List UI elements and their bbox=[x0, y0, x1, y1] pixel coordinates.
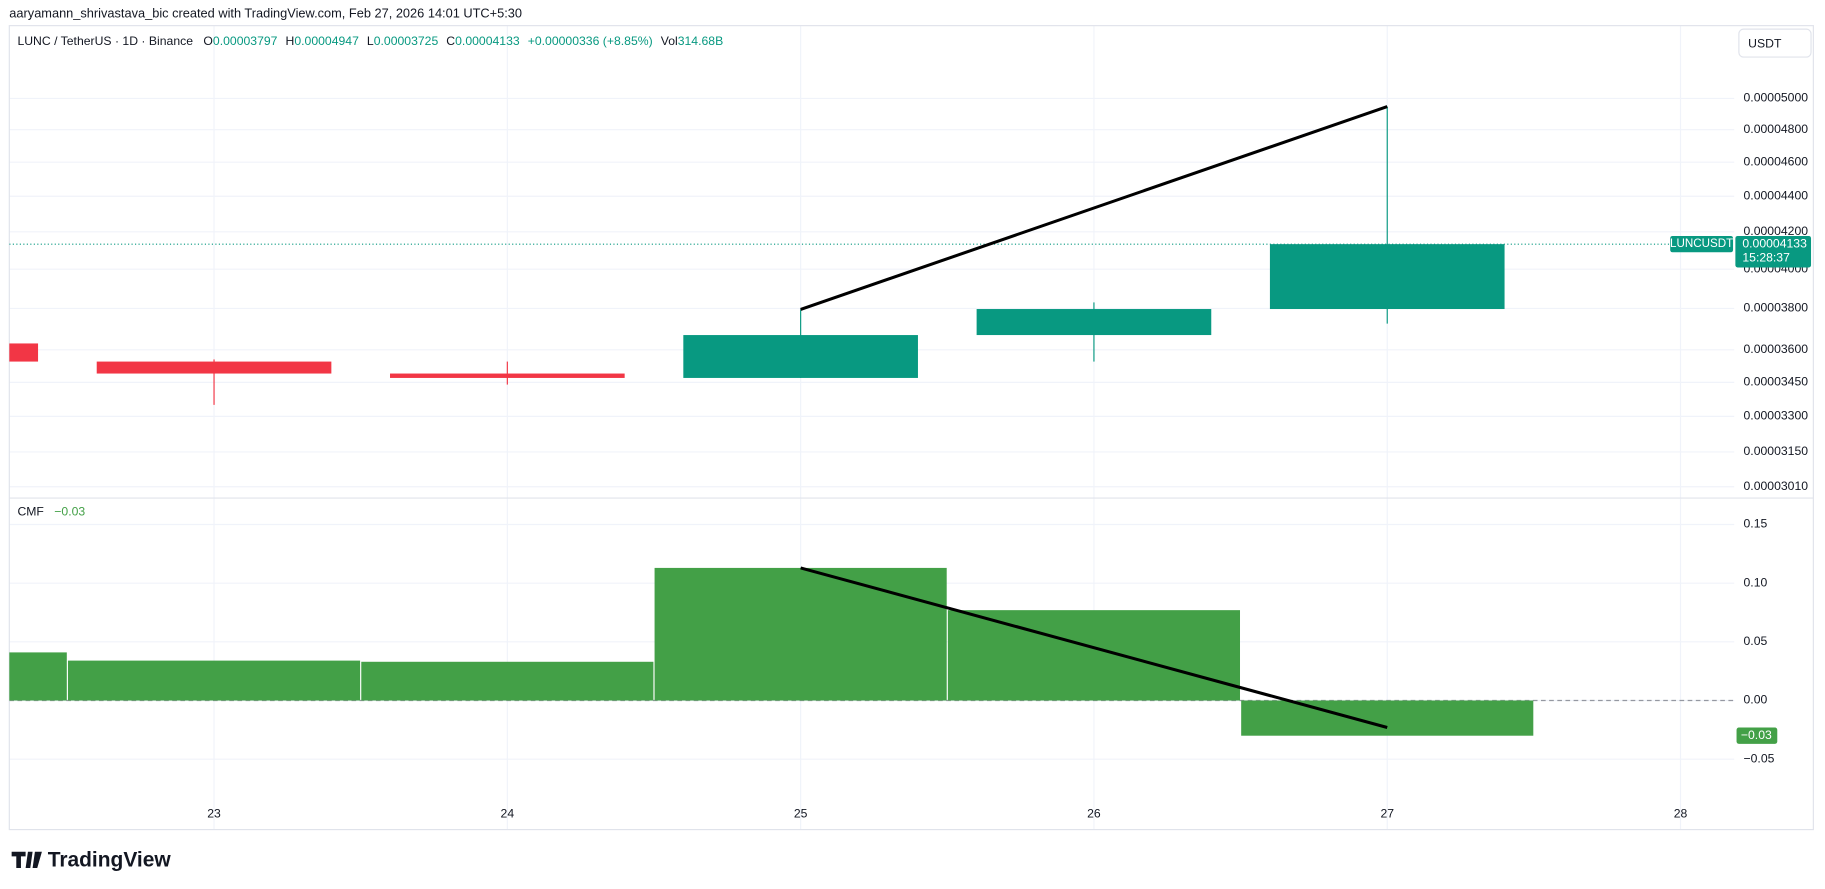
value-tag bbox=[1736, 727, 1778, 744]
bar bbox=[361, 661, 654, 701]
y-tick-label: 0.00003450 bbox=[1744, 375, 1809, 389]
bar bbox=[654, 567, 947, 701]
y-tick-label: 0.15 bbox=[1744, 517, 1768, 531]
change: +0.00000336 (+8.85%) bbox=[528, 34, 653, 48]
symbol-tag-text: LUNCUSDT bbox=[1670, 237, 1733, 250]
legend-value: 0.00003725 bbox=[374, 34, 439, 48]
frame bbox=[8, 25, 1814, 831]
bar bbox=[9, 652, 67, 701]
bar bbox=[67, 660, 361, 701]
legend-value: 0.00004133 bbox=[455, 34, 520, 48]
price-tag bbox=[1735, 235, 1812, 268]
y-tick-label: 0.00004200 bbox=[1744, 224, 1809, 238]
legend-key: L bbox=[367, 34, 374, 48]
series bbox=[9, 567, 1735, 736]
volume-key: Vol bbox=[661, 34, 678, 48]
legend-key: O bbox=[203, 34, 213, 48]
bar bbox=[1241, 700, 1534, 736]
y-tick-label: 0.00003010 bbox=[1744, 479, 1809, 493]
price-tag-value: 0.00004133 bbox=[1742, 236, 1807, 250]
trendline bbox=[800, 566, 1388, 729]
currency[interactable]: USDT bbox=[1748, 37, 1782, 51]
x-tick-label: 26 bbox=[1087, 807, 1101, 821]
legend-key: C bbox=[446, 34, 455, 48]
candle-body bbox=[9, 343, 39, 362]
logo: TradingView bbox=[11, 849, 172, 872]
candle-body bbox=[390, 373, 625, 378]
y-tick-label: 0.00004400 bbox=[1744, 188, 1809, 202]
candle-body bbox=[976, 309, 1212, 336]
grid bbox=[9, 25, 1735, 830]
y-tick-label: 0.05 bbox=[1744, 634, 1768, 648]
series bbox=[9, 106, 1735, 405]
x-tick-label: 25 bbox=[794, 807, 808, 821]
currency-button[interactable] bbox=[1738, 28, 1812, 58]
y-tick-label: 0.00003800 bbox=[1744, 301, 1809, 315]
candle-body bbox=[1269, 244, 1505, 310]
x-tick-label: 23 bbox=[207, 807, 221, 821]
candle-body bbox=[683, 335, 918, 378]
legend-value: 0.00003797 bbox=[213, 34, 278, 48]
x-tick-label: 24 bbox=[501, 807, 515, 821]
logo-text: TradingView bbox=[48, 849, 172, 872]
symbol: LUNC / TetherUS · 1D · Binance bbox=[17, 34, 193, 48]
cmf-value: −0.03 bbox=[54, 505, 85, 519]
y-tick-label: 0.00005000 bbox=[1744, 91, 1809, 105]
trendline bbox=[800, 105, 1388, 311]
y-tick-label: 0.00003300 bbox=[1744, 409, 1809, 423]
legend-key: H bbox=[286, 34, 295, 48]
legend-value: 0.00004947 bbox=[294, 34, 359, 48]
bar bbox=[947, 610, 1241, 701]
candle-body bbox=[96, 361, 332, 374]
price-tag-countdown: 15:28:37 bbox=[1742, 250, 1790, 264]
logo-icon bbox=[11, 851, 42, 869]
y-tick-label: 0.00003600 bbox=[1744, 342, 1809, 356]
x-tick-label: 28 bbox=[1674, 807, 1688, 821]
x-tick-label: 27 bbox=[1380, 807, 1394, 821]
symbol-tag bbox=[1670, 235, 1734, 253]
volume: 314.68B bbox=[678, 34, 724, 48]
value-tag-text: −0.03 bbox=[1741, 728, 1772, 742]
y-tick-label: 0.10 bbox=[1744, 575, 1768, 589]
y-tick-label: 0.00004600 bbox=[1744, 154, 1809, 168]
y-tick-label: −0.05 bbox=[1744, 751, 1775, 765]
cmf-title: CMF bbox=[17, 505, 43, 519]
y-tick-label: 0.00 bbox=[1744, 693, 1768, 707]
y-tick-label: 0.00003150 bbox=[1744, 444, 1809, 458]
plots: 0.00003010 0.00003150 0.00003300 0.00003450… bbox=[9, 91, 1812, 821]
credit: aaryamann_shrivastava_bic created with T… bbox=[9, 5, 522, 20]
cmf-legend: CMF −0.03 bbox=[17, 505, 85, 519]
price-legend: LUNC / TetherUS · 1D · Binance O0.000037… bbox=[17, 34, 723, 48]
y-tick-label: 0.00004800 bbox=[1744, 122, 1809, 136]
